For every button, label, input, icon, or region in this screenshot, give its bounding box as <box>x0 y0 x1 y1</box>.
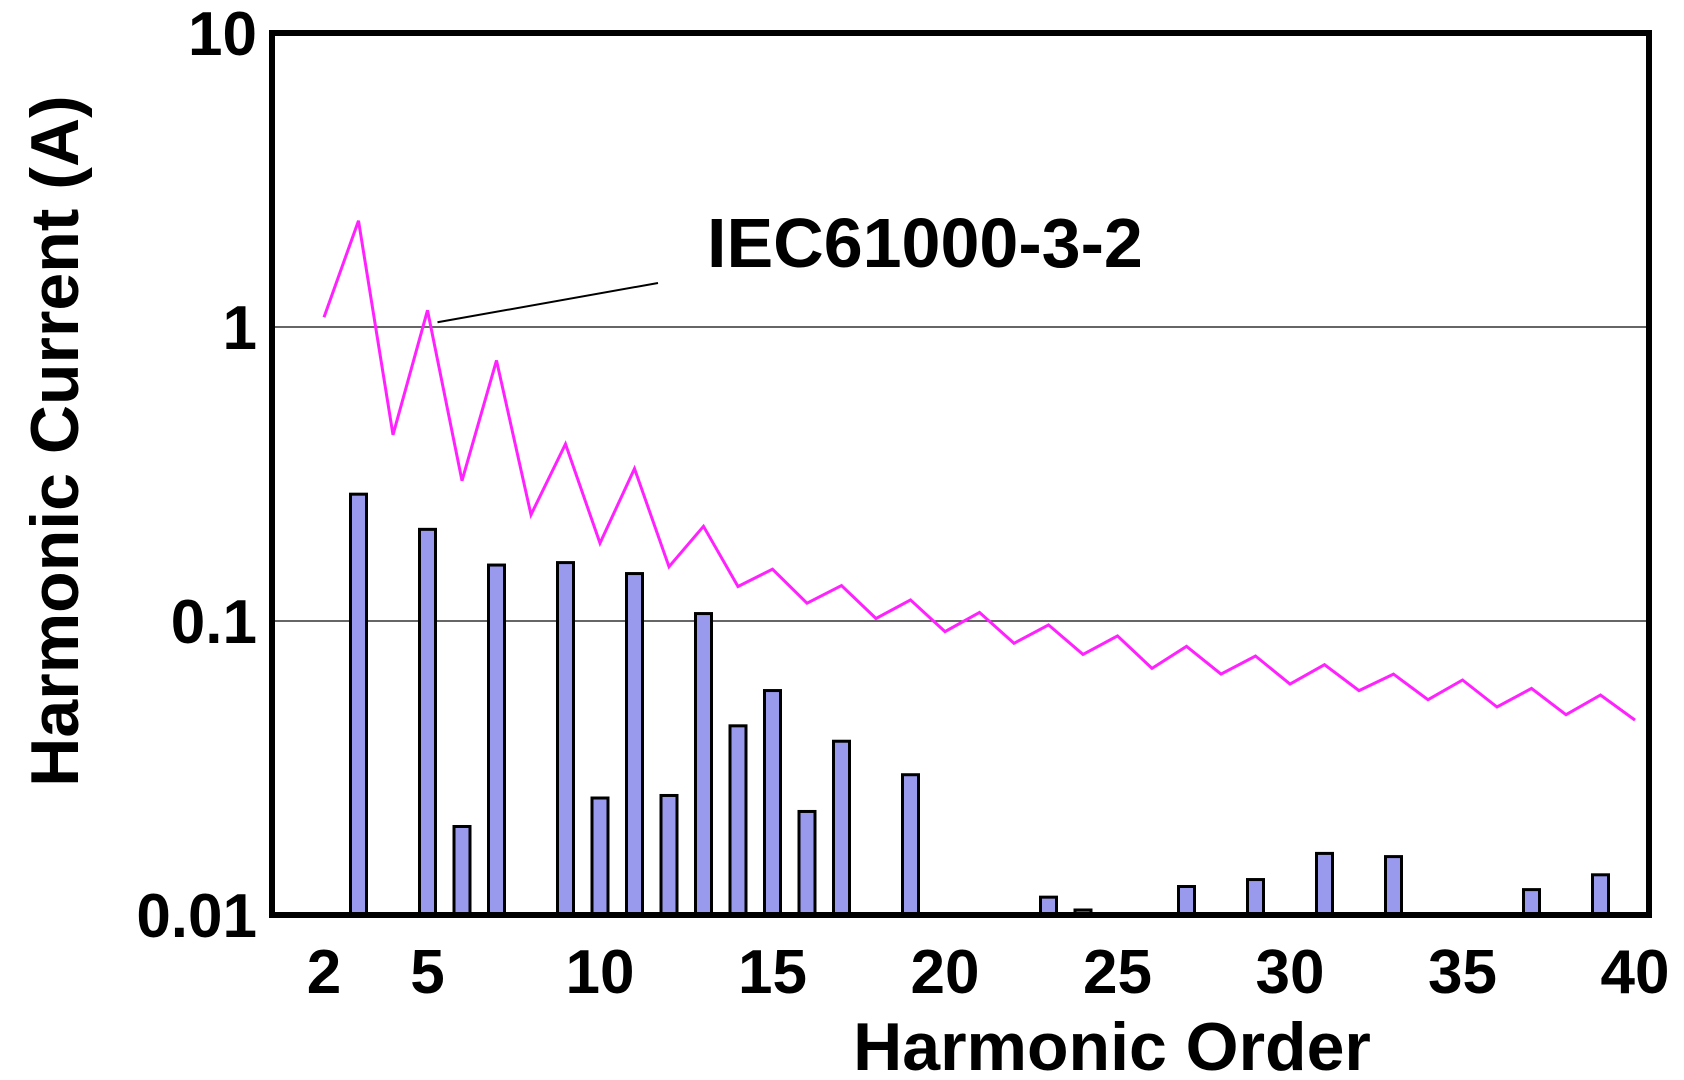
gridlines <box>272 326 1649 622</box>
bar <box>659 793 679 917</box>
bar <box>728 724 748 917</box>
plot-area-frame <box>269 30 1652 918</box>
bar <box>349 492 368 917</box>
annotation-leader-line <box>437 282 659 324</box>
bar <box>452 824 472 917</box>
x-axis-title: Harmonic Order <box>853 1009 1371 1080</box>
x-tick-label: 15 <box>738 938 807 1007</box>
y-tick-label: 10 <box>188 0 257 69</box>
x-tick-label: 5 <box>410 938 444 1007</box>
bar <box>625 572 644 917</box>
x-tick-label: 40 <box>1601 938 1670 1007</box>
x-tick-label: 25 <box>1083 938 1152 1007</box>
x-tick-label: 35 <box>1428 938 1497 1007</box>
x-tick-label: 2 <box>307 938 341 1007</box>
bar <box>1522 888 1541 917</box>
x-tick-label: 20 <box>911 938 980 1007</box>
y-tick-label: 1 <box>223 294 257 363</box>
bar <box>832 739 851 917</box>
bar <box>556 561 575 917</box>
y-axis-title: Harmonic Current (A) <box>17 95 93 786</box>
bar <box>1246 878 1265 917</box>
bar <box>694 612 713 917</box>
x-tick-label: 30 <box>1256 938 1325 1007</box>
bar <box>901 773 920 917</box>
bar <box>487 563 506 917</box>
bar <box>1315 851 1334 917</box>
bar <box>418 527 437 917</box>
bar <box>797 809 817 917</box>
bar <box>1384 855 1403 917</box>
x-axis-ticks: 2 5 10 15 20 25 30 35 40 <box>307 938 1670 1007</box>
bar-series <box>349 492 1610 917</box>
bar <box>590 796 610 917</box>
annotation-label: IEC61000-3-2 <box>707 204 1143 282</box>
iec-limit-line <box>322 220 1636 722</box>
y-axis-ticks: 10 1 0.1 0.01 <box>136 0 257 951</box>
x-tick-label: 10 <box>566 938 635 1007</box>
y-tick-label: 0.01 <box>136 882 257 951</box>
bar <box>1177 885 1196 917</box>
bar <box>1591 873 1610 917</box>
bar <box>763 689 782 917</box>
y-tick-label: 0.1 <box>171 588 257 657</box>
